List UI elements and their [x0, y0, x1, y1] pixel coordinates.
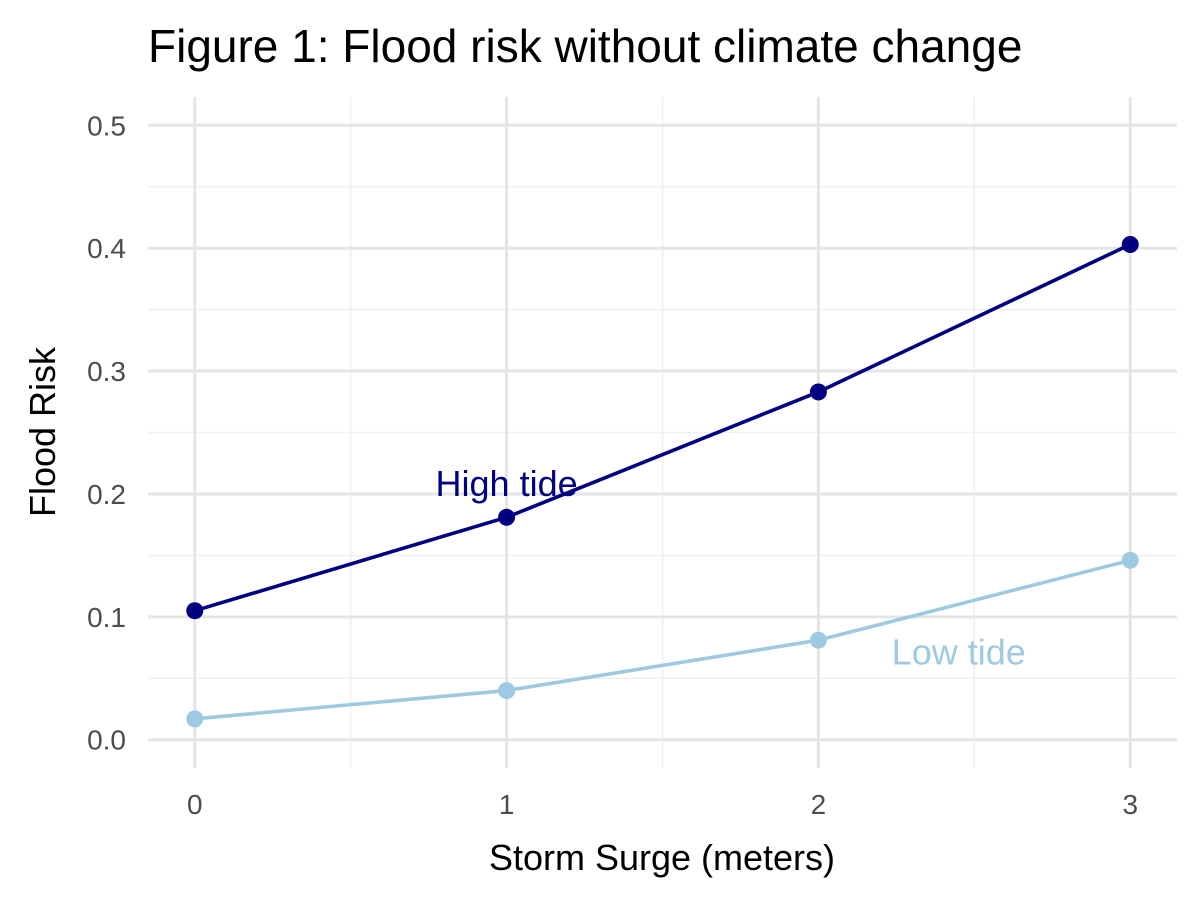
x-axis-ticks: 0 1 2 3: [187, 789, 1138, 820]
plot-grid: [148, 97, 1177, 768]
data-point-high-tide: [1121, 235, 1139, 253]
chart-title: Figure 1: Flood risk without climate cha…: [148, 20, 1022, 72]
data-point-high-tide: [498, 508, 516, 526]
data-point-low-tide: [809, 631, 827, 649]
y-axis-ticks: 0.0 0.1 0.2 0.3 0.4 0.5: [87, 110, 126, 755]
x-tick-label: 3: [1122, 789, 1138, 820]
data-point-high-tide: [809, 383, 827, 401]
series-high-tide: High tide: [186, 235, 1139, 620]
series-line-high-tide: [194, 242, 1131, 613]
x-tick-label: 2: [811, 789, 827, 820]
y-tick-label: 0.4: [87, 233, 126, 264]
series-label-low-tide: Low tide: [892, 631, 1026, 672]
y-tick-label: 0.5: [87, 110, 126, 141]
x-tick-label: 0: [187, 789, 203, 820]
x-axis-title: Storm Surge (meters): [489, 837, 835, 878]
data-point-low-tide: [186, 710, 204, 728]
y-tick-label: 0.3: [87, 356, 126, 387]
y-tick-label: 0.0: [87, 725, 126, 756]
series-low-tide: Low tide: [186, 551, 1139, 728]
series-line-low-tide: [194, 558, 1131, 721]
series-label-high-tide: High tide: [436, 463, 578, 504]
data-point-low-tide: [1121, 551, 1139, 569]
y-tick-label: 0.1: [87, 602, 126, 633]
data-point-high-tide: [186, 602, 204, 620]
y-axis-title: Flood Risk: [22, 346, 63, 517]
series-layer: High tide Low tide: [186, 235, 1139, 728]
y-tick-label: 0.2: [87, 479, 126, 510]
data-point-low-tide: [498, 682, 516, 700]
x-tick-label: 1: [499, 789, 515, 820]
